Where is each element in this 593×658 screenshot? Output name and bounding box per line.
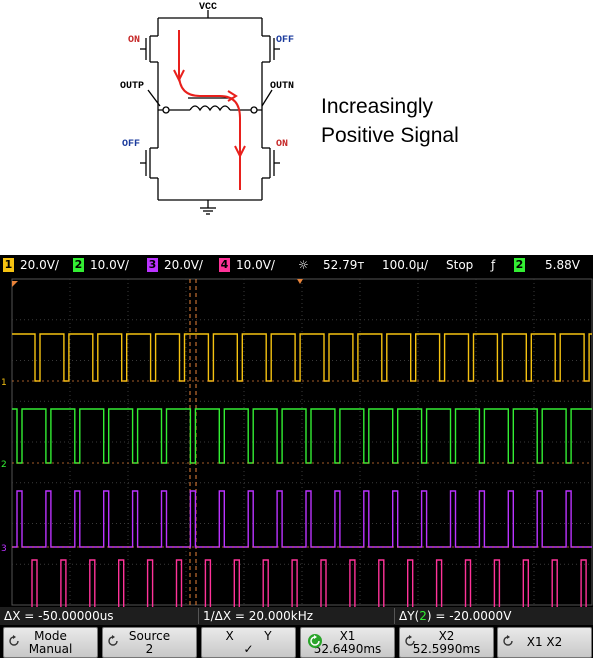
x2-label: X2	[438, 629, 455, 643]
source-softkey[interactable]: Source 2	[102, 627, 197, 658]
rotate-icon	[405, 635, 415, 646]
rotate-icon	[9, 635, 19, 646]
ch2-scale-value: 10.0V/	[90, 258, 129, 272]
x1-label: X1	[339, 629, 356, 643]
ch4-scale[interactable]: 4 10.0V/	[219, 258, 275, 272]
ch4-scale-value: 10.0V/	[236, 258, 275, 272]
waveform-graticule: 1234	[1, 278, 593, 607]
source-value: 2	[145, 642, 154, 656]
scope-status-bar: 1 20.0V/ 2 10.0V/ 3 20.0V/ 4 10.0V/ ☼ 52.79т…	[0, 255, 593, 277]
x1-x2-label: X1 X2	[526, 635, 563, 649]
ch3-ground-marker[interactable]: 3	[1, 544, 7, 554]
ch1-badge: 1	[3, 258, 14, 272]
ch2-scale[interactable]: 2 10.0V/	[73, 258, 129, 272]
ch2-badge: 2	[73, 258, 84, 272]
time-ref-icon: ☼	[298, 258, 309, 272]
delta-y-readout: ΔY(2) = -20.0000V	[394, 608, 593, 624]
rotate-icon	[503, 635, 513, 646]
xy-softkey[interactable]: X Y ✓	[201, 627, 296, 658]
measurement-bar: ΔX = -50.00000us 1/ΔX = 20.000kHz ΔY(2) …	[0, 607, 593, 625]
delta-x-readout: ΔX = -50.00000us	[4, 609, 114, 623]
rotate-icon	[108, 635, 118, 646]
ch2-ground-marker[interactable]: 2	[1, 460, 7, 470]
caption-line-2: Positive Signal	[321, 124, 459, 147]
x2-softkey[interactable]: X2 52.5990ms	[399, 627, 494, 658]
ch1-scale-value: 20.0V/	[20, 258, 59, 272]
xy-label: X Y	[225, 629, 272, 643]
bottom-left-state-label: OFF	[122, 139, 140, 150]
vcc-label: VCC	[199, 2, 217, 13]
ch3-trace	[12, 490, 592, 548]
outp-label: OUTP	[120, 81, 144, 92]
top-left-state-label: ON	[128, 35, 140, 46]
mode-value: Manual	[28, 642, 73, 656]
x1-softkey[interactable]: X1 52.6490ms	[300, 627, 395, 658]
inverse-delta-x-readout: 1/ΔX = 20.000kHz	[198, 608, 391, 624]
oscilloscope-display: 1 20.0V/ 2 10.0V/ 3 20.0V/ 4 10.0V/ ☼ 52.79т…	[0, 255, 593, 658]
trigger-edge-icon: ƒ	[491, 258, 496, 272]
top-right-state-label: OFF	[276, 35, 294, 46]
outn-label: OUTN	[270, 81, 294, 92]
ch3-scale-value: 20.0V/	[164, 258, 203, 272]
ch3-scale[interactable]: 3 20.0V/	[147, 258, 203, 272]
caption-line-1: Increasingly	[321, 95, 434, 118]
trigger-channel-badge: 2	[514, 258, 525, 272]
mode-softkey[interactable]: Mode Manual	[3, 627, 98, 658]
ch4-trace	[31, 559, 587, 607]
x2-value: 52.5990ms	[412, 642, 481, 656]
h-bridge-schematic: VCC ON OFF OFF ON OUTP OUTN	[120, 2, 294, 215]
trigger-level[interactable]: 5.88V	[545, 258, 580, 272]
time-reference[interactable]: 52.79т	[323, 258, 365, 272]
source-label: Source	[128, 629, 171, 643]
delta-y-prefix: ΔY(	[399, 609, 420, 623]
softkey-row: Mode Manual Source 2 X Y ✓ X1 52.6490ms …	[0, 625, 593, 658]
time-scale[interactable]: 100.0µ/	[382, 258, 429, 272]
ch1-scale[interactable]: 1 20.0V/	[3, 258, 59, 272]
x1-x2-softkey[interactable]: X1 X2	[497, 627, 592, 658]
current-path-arrow	[173, 30, 246, 190]
ch3-badge: 3	[147, 258, 158, 272]
checkmark-icon: ✓	[243, 642, 254, 656]
delta-y-channel: 2	[419, 609, 427, 623]
ch1-trace	[12, 333, 592, 382]
trigger-position-marker	[297, 279, 303, 284]
trigger-source[interactable]: 2	[514, 258, 531, 272]
x1-value: 52.6490ms	[313, 642, 382, 656]
signal-caption: Increasingly Positive Signal	[321, 92, 459, 150]
green-knob-icon	[308, 634, 322, 648]
delta-y-value: ) = -20.0000V	[426, 609, 512, 623]
ch1-ground-marker[interactable]: 1	[1, 378, 7, 388]
mode-label: Mode	[34, 629, 67, 643]
run-state[interactable]: Stop	[446, 258, 474, 272]
ch2-trace	[12, 408, 592, 464]
bottom-right-state-label: ON	[276, 139, 288, 150]
ch4-badge: 4	[219, 258, 230, 272]
time-ref-marker	[12, 281, 18, 287]
